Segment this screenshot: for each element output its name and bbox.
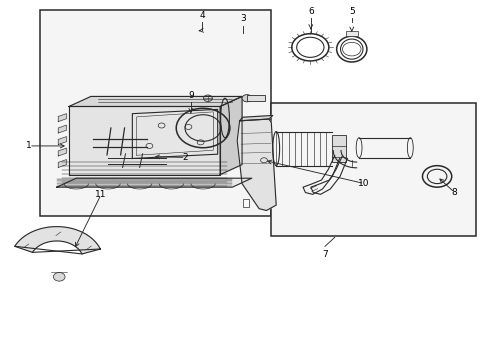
Text: 9: 9 xyxy=(187,91,193,100)
Text: 7: 7 xyxy=(322,250,327,259)
Text: 5: 5 xyxy=(348,7,354,16)
Polygon shape xyxy=(58,114,66,122)
Polygon shape xyxy=(58,148,66,156)
Polygon shape xyxy=(69,107,220,175)
Polygon shape xyxy=(57,178,251,187)
Polygon shape xyxy=(69,96,242,107)
Text: 8: 8 xyxy=(450,188,456,197)
Text: 6: 6 xyxy=(307,7,313,16)
Polygon shape xyxy=(132,109,217,158)
Text: 2: 2 xyxy=(182,153,187,162)
Polygon shape xyxy=(239,116,272,121)
Bar xyxy=(243,199,248,207)
Text: 4: 4 xyxy=(199,11,204,20)
Bar xyxy=(331,135,345,162)
Bar xyxy=(40,10,271,216)
Bar xyxy=(271,103,475,235)
Bar xyxy=(246,95,265,101)
Text: 1: 1 xyxy=(25,141,31,150)
Bar xyxy=(345,31,357,36)
Text: 3: 3 xyxy=(240,14,245,23)
Polygon shape xyxy=(58,159,66,167)
Polygon shape xyxy=(237,119,276,211)
Text: 10: 10 xyxy=(358,179,369,188)
Circle shape xyxy=(242,95,251,102)
Polygon shape xyxy=(58,125,66,133)
Circle shape xyxy=(53,273,65,281)
Text: 11: 11 xyxy=(95,190,106,199)
Polygon shape xyxy=(58,136,66,144)
Polygon shape xyxy=(15,227,100,254)
Polygon shape xyxy=(220,96,242,175)
